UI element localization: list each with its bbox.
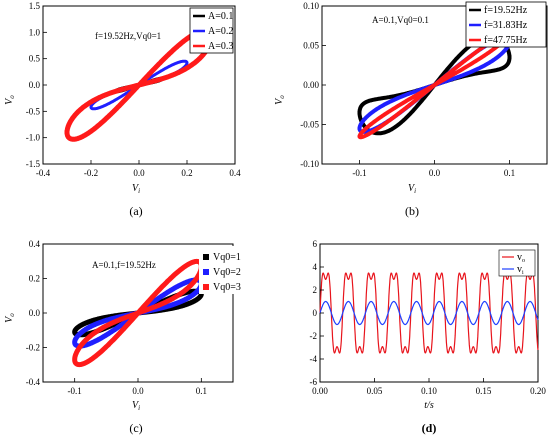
legend-label-b-1: f=31.83Hz xyxy=(484,20,528,31)
y-tick-label-d-5: -4 xyxy=(310,354,318,364)
y-tick-label-c-2: 0.0 xyxy=(29,308,41,318)
y-tick-label-d-0: 6 xyxy=(313,239,318,249)
y-tick-label-b-4: -0.10 xyxy=(300,159,319,169)
y-tick-label-d-1: 4 xyxy=(313,262,318,272)
y-axis-label-a: Vo xyxy=(4,95,16,105)
series-line-d-1 xyxy=(319,300,539,326)
x-tick-label-a-0: -0.4 xyxy=(36,168,51,178)
x-tick-label-b-1: 0.0 xyxy=(429,168,441,178)
legend-label-c-1: Vq0=2 xyxy=(213,267,241,278)
legend-a: A=0.1 A=0.2 A=0.3 xyxy=(189,7,234,54)
legend-label-a-0: A=0.1 xyxy=(208,11,233,22)
y-tick-label-b-2: 0.00 xyxy=(303,80,319,90)
legend-b: f=19.52Hz f=31.83Hz f=47.75Hz xyxy=(465,1,547,48)
annotation-c: A=0.1,f=19.52Hz xyxy=(92,260,156,270)
x-ticks-d: 0.00 0.05 0.10 0.15 0.20 xyxy=(312,378,546,396)
x-axis-label-c: Vi xyxy=(132,400,140,412)
legend-label-b-2: f=47.75Hz xyxy=(484,35,528,46)
series-line-d-0 xyxy=(319,272,539,354)
series-line-b-2 xyxy=(357,30,512,140)
y-tick-label-c-4: -0.4 xyxy=(26,377,41,387)
y-axis-label-c: Vo xyxy=(4,313,16,323)
x-tick-label-d-3: 0.15 xyxy=(476,386,492,396)
x-tick-label-a-4: 0.4 xyxy=(229,168,241,178)
legend-swatch-c-0 xyxy=(203,254,209,260)
subplot-label-d: (d) xyxy=(422,421,437,435)
y-tick-label-c-1: 0.2 xyxy=(29,274,40,284)
legend-label-d-0: vo xyxy=(517,252,525,264)
y-ticks-d: 6 4 2 0 -2 -4 -6 xyxy=(310,239,324,387)
y-tick-label-d-6: -6 xyxy=(310,377,318,387)
x-tick-label-b-0: -0.1 xyxy=(352,168,366,178)
legend-swatch-c-2 xyxy=(203,284,209,290)
annotation-a: f=19.52Hz,Vq0=1 xyxy=(95,31,161,41)
y-tick-label-b-0: 0.10 xyxy=(303,1,319,11)
subplot-label-a: (a) xyxy=(129,204,142,218)
x-ticks-b: -0.1 0.0 0.1 xyxy=(352,160,515,178)
x-tick-label-b-2: 0.1 xyxy=(504,168,515,178)
y-tick-label-a-2: 0.5 xyxy=(29,54,41,64)
x-tick-label-d-2: 0.10 xyxy=(421,386,437,396)
panel-c: -0.1 0.0 0.1 0.4 0.2 0.0 -0.2 -0.4 A=0.1,f=19.… xyxy=(4,239,249,435)
x-tick-label-d-1: 0.05 xyxy=(367,386,383,396)
y-tick-label-a-5: -1.0 xyxy=(26,133,41,143)
y-tick-label-c-3: -0.2 xyxy=(26,343,40,353)
y-ticks-b: 0.10 0.05 0.00 -0.05 -0.10 xyxy=(300,1,326,169)
legend-label-b-0: f=19.52Hz xyxy=(484,5,528,16)
legend-label-c-0: Vq0=1 xyxy=(213,252,241,263)
x-tick-label-c-1: 0.0 xyxy=(132,386,144,396)
y-tick-label-d-2: 2 xyxy=(313,285,318,295)
y-tick-label-a-1: 1.0 xyxy=(29,27,41,37)
y-tick-label-c-0: 0.4 xyxy=(29,239,41,249)
y-tick-label-a-4: -0.5 xyxy=(26,106,41,116)
y-tick-label-d-4: -2 xyxy=(310,331,318,341)
x-axis-label-a: Vi xyxy=(132,183,140,195)
legend-label-a-2: A=0.3 xyxy=(208,41,233,52)
legend-label-c-2: Vq0=3 xyxy=(213,282,241,293)
series-line-c-2 xyxy=(72,258,204,368)
legend-swatch-c-1 xyxy=(203,269,209,275)
series-group-a xyxy=(64,28,214,142)
x-axis-label-d: t/s xyxy=(424,400,434,411)
x-ticks-a: -0.4 -0.2 0.0 0.2 0.4 xyxy=(36,160,241,178)
subplot-label-c: (c) xyxy=(129,421,142,435)
panel-b: -0.1 0.0 0.1 0.10 0.05 0.00 -0.05 -0.10 A=0.1,… xyxy=(274,1,548,218)
x-tick-label-a-1: -0.2 xyxy=(84,168,98,178)
panel-d: 0.00 0.05 0.10 0.15 0.20 6 4 2 0 -2 -4 -6 vo vi t/… xyxy=(310,239,547,435)
y-tick-label-b-1: 0.05 xyxy=(303,41,319,51)
series-line-a-2 xyxy=(64,28,214,142)
y-tick-label-a-0: 1.5 xyxy=(29,1,41,11)
legend-label-d-1: vi xyxy=(517,264,524,276)
y-axis-label-b: Vo xyxy=(274,95,286,105)
x-tick-label-c-2: 0.1 xyxy=(196,386,207,396)
legend-c: Vq0=1 Vq0=2 Vq0=3 xyxy=(199,246,249,294)
x-axis-label-b: Vi xyxy=(408,183,416,195)
x-tick-label-d-0: 0.00 xyxy=(312,386,328,396)
y-ticks-a: 1.5 1.0 0.5 0.0 -0.5 -1.0 -1.5 xyxy=(26,1,47,169)
legend-label-a-1: A=0.2 xyxy=(208,26,233,37)
y-tick-label-b-3: -0.05 xyxy=(300,120,319,130)
panel-a: -0.4 -0.2 0.0 0.2 0.4 1.5 1.0 0.5 0.0 -0.5 -1.0 -1… xyxy=(4,1,241,218)
x-ticks-c: -0.1 0.0 0.1 xyxy=(68,378,207,396)
legend-box-d xyxy=(498,249,536,277)
x-tick-label-c-0: -0.1 xyxy=(68,386,82,396)
y-tick-label-d-3: 0 xyxy=(313,308,318,318)
x-tick-label-a-3: 0.2 xyxy=(181,168,192,178)
x-tick-label-a-2: 0.0 xyxy=(133,168,145,178)
y-ticks-c: 0.4 0.2 0.0 -0.2 -0.4 xyxy=(26,239,47,387)
subplot-label-b: (b) xyxy=(405,204,419,218)
series-group-d xyxy=(319,272,539,354)
series-group-b xyxy=(357,30,512,140)
annotation-b: A=0.1,Vq0=0.1 xyxy=(372,15,429,25)
y-tick-label-a-3: 0.0 xyxy=(29,80,41,90)
x-tick-label-d-4: 0.20 xyxy=(530,386,546,396)
y-tick-label-a-6: -1.5 xyxy=(26,159,41,169)
legend-d: vo vi xyxy=(498,249,536,277)
series-group-c xyxy=(72,258,204,368)
